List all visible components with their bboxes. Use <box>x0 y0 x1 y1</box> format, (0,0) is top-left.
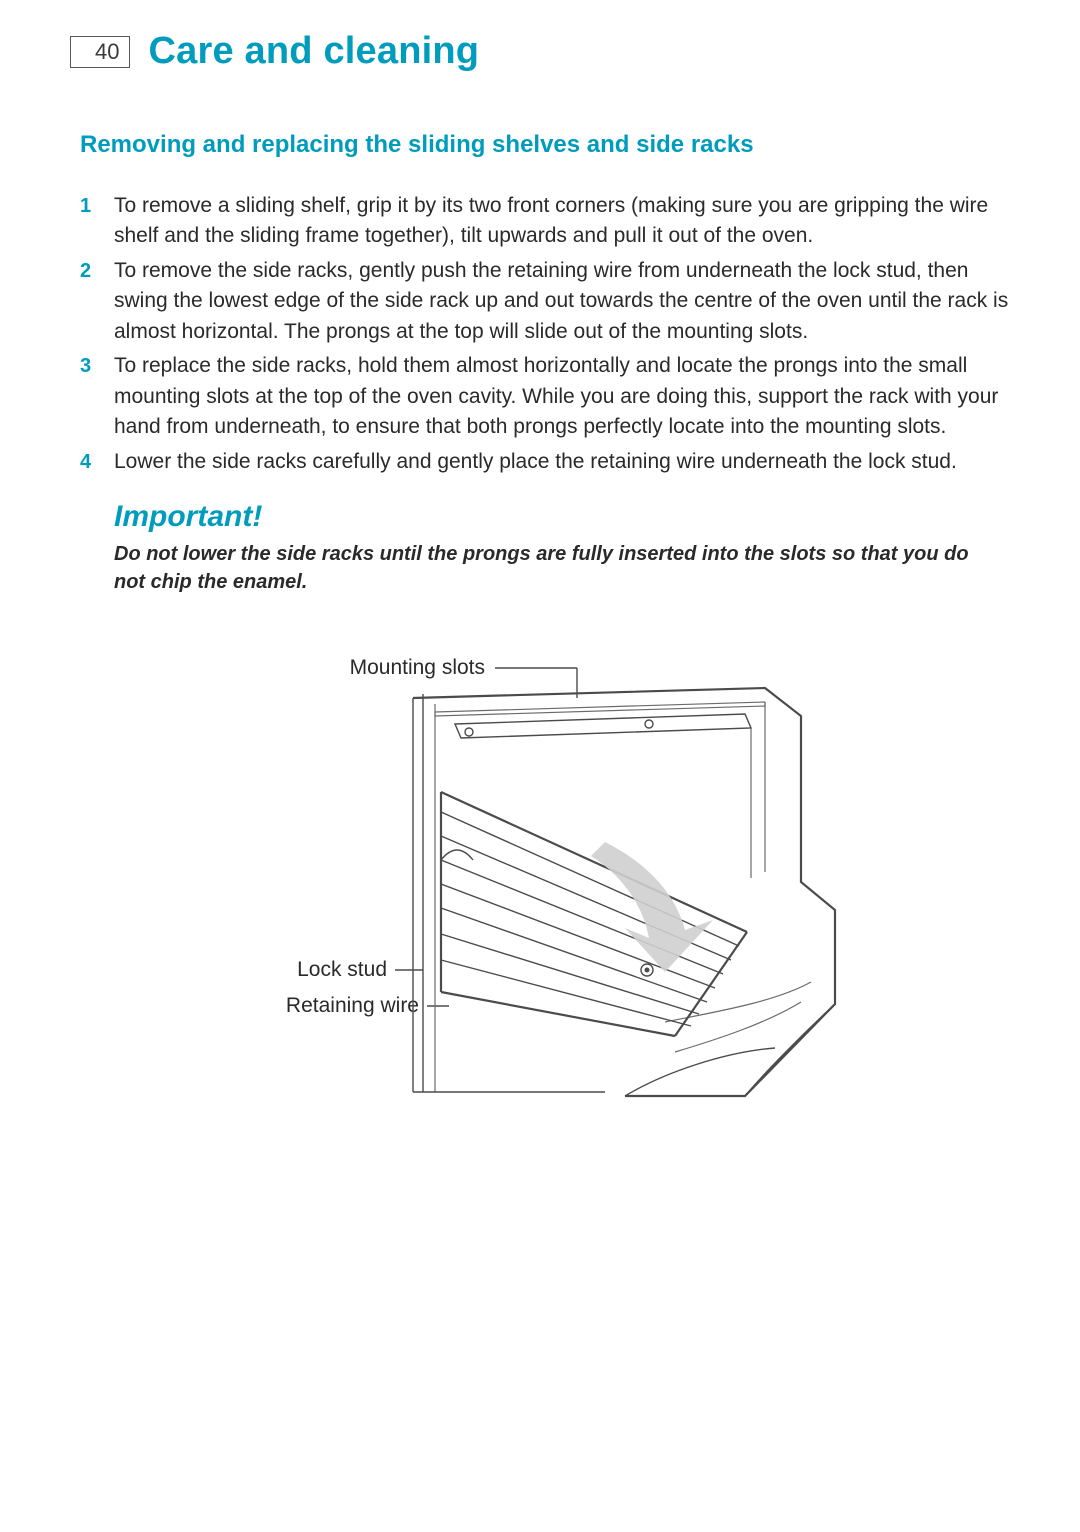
list-item: 2 To remove the side racks, gently push … <box>80 256 1010 347</box>
retaining-wire-label: Retaining wire <box>286 994 419 1017</box>
main-content: Removing and replacing the sliding shelv… <box>70 131 1010 1112</box>
step-number: 3 <box>80 351 98 442</box>
list-item: 1 To remove a sliding shelf, grip it by … <box>80 191 1010 252</box>
mounting-slots-label: Mounting slots <box>350 656 485 679</box>
step-text: Lower the side racks carefully and gentl… <box>114 447 957 478</box>
step-text: To remove the side racks, gently push th… <box>114 256 1010 347</box>
page-header: 40 Care and cleaning <box>70 30 1010 73</box>
step-text: To replace the side racks, hold them alm… <box>114 351 1010 442</box>
step-number: 1 <box>80 191 98 252</box>
side-rack <box>441 792 747 1036</box>
lock-stud-label: Lock stud <box>297 958 387 981</box>
page-number-box: 40 <box>70 36 130 68</box>
important-heading: Important! <box>80 500 1010 534</box>
figure-container: Mounting slots Lock stud Retaining wire <box>80 652 1010 1112</box>
page-title: Care and cleaning <box>148 30 479 73</box>
oven-rack-diagram-icon: Mounting slots Lock stud Retaining wire <box>245 652 845 1112</box>
step-number: 2 <box>80 256 98 347</box>
instruction-list: 1 To remove a sliding shelf, grip it by … <box>80 191 1010 478</box>
section-heading: Removing and replacing the sliding shelv… <box>80 131 1010 159</box>
list-item: 4 Lower the side racks carefully and gen… <box>80 447 1010 478</box>
list-item: 3 To replace the side racks, hold them a… <box>80 351 1010 442</box>
step-text: To remove a sliding shelf, grip it by it… <box>114 191 1010 252</box>
step-number: 4 <box>80 447 98 478</box>
important-body: Do not lower the side racks until the pr… <box>80 540 1010 596</box>
